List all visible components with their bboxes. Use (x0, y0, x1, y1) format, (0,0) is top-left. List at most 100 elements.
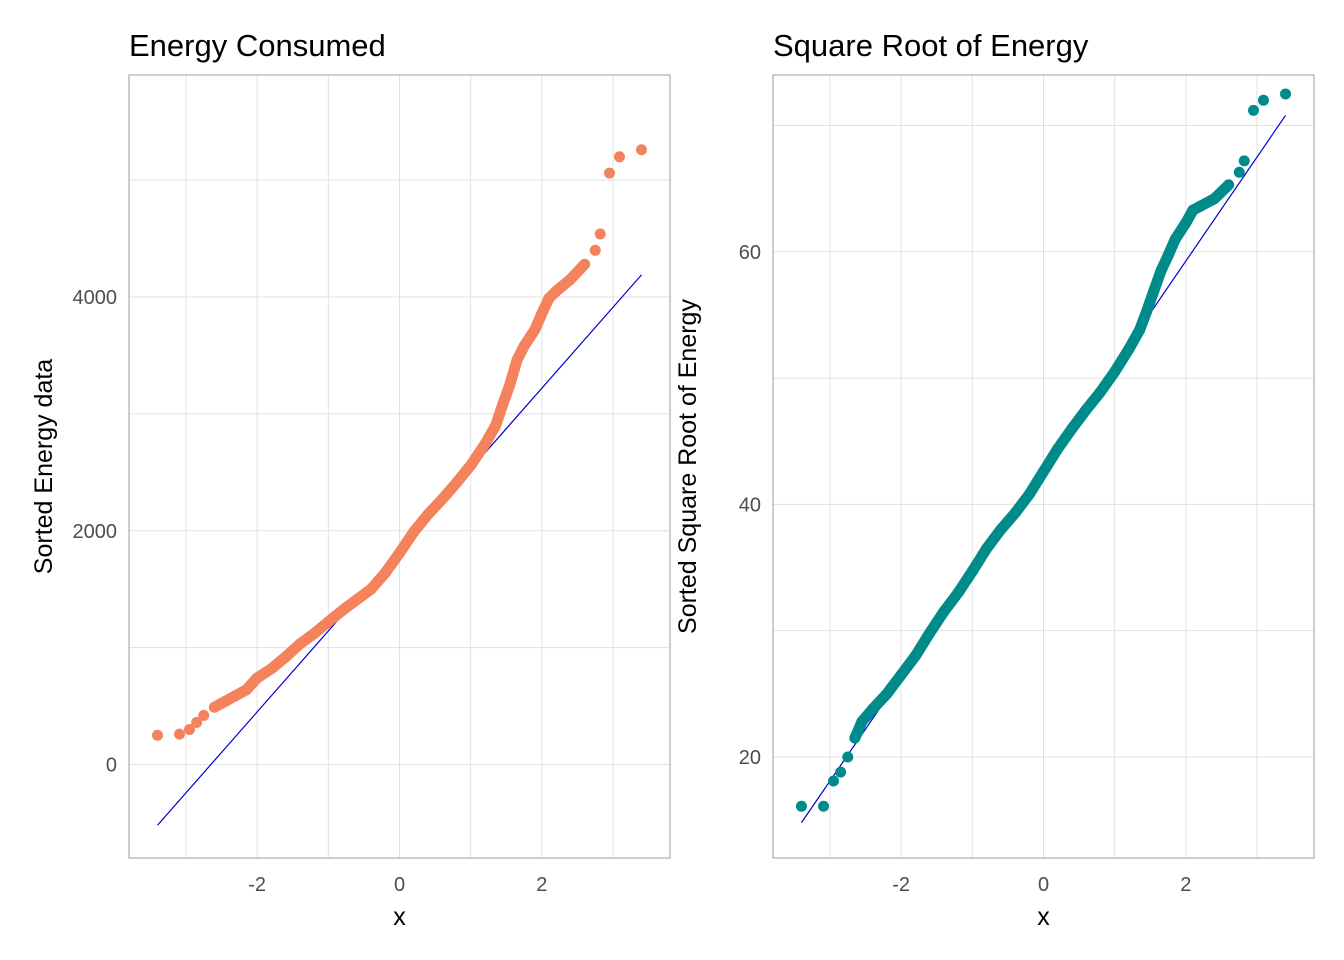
x-tick-label: 2 (1180, 874, 1191, 896)
tick-labels: -2 0 2 20 40 60 (739, 242, 1192, 896)
data-point (497, 399, 509, 411)
data-point (219, 695, 231, 707)
data-point (835, 766, 847, 778)
data-point (1162, 250, 1174, 262)
data-point (952, 587, 964, 599)
y-axis-label: Sorted Square Root of Energy (674, 299, 702, 634)
data-point (795, 800, 807, 812)
data-point (1233, 166, 1245, 178)
tick-labels: -2 0 2 0 2000 4000 (73, 287, 548, 896)
data-point (240, 684, 252, 696)
chart-title: Energy Consumed (129, 28, 386, 63)
data-point (1080, 404, 1092, 416)
data-point (408, 526, 420, 538)
data-point (337, 604, 349, 616)
x-tick-label: 2 (536, 874, 547, 896)
data-point (436, 493, 448, 505)
data-point (818, 800, 830, 812)
data-point (1155, 265, 1167, 277)
data-point (1257, 94, 1269, 106)
data-point (1134, 324, 1146, 336)
data-point (536, 307, 548, 319)
y-tick-label: 4000 (73, 287, 118, 309)
data-point (603, 167, 615, 179)
data-point (294, 638, 306, 650)
data-point (251, 672, 263, 684)
data-point (1194, 200, 1206, 212)
x-tick-label: -2 (248, 874, 266, 896)
data-point (1094, 386, 1106, 398)
data-point (174, 728, 186, 740)
y-tick-label: 0 (106, 755, 117, 777)
data-point (1238, 155, 1250, 167)
plot-area (128, 74, 671, 859)
data-point (550, 285, 562, 297)
data-point (184, 723, 196, 735)
data-point (1141, 305, 1153, 317)
data-point (924, 627, 936, 639)
data-point (1208, 193, 1220, 205)
x-tick-label: 0 (1038, 874, 1049, 896)
data-point (191, 716, 203, 728)
data-point (1123, 343, 1135, 355)
data-point (881, 688, 893, 700)
y-tick-label: 40 (739, 494, 761, 516)
y-tick-label: 60 (739, 242, 761, 264)
data-point (422, 508, 434, 520)
grid (129, 75, 670, 858)
data-point (1109, 366, 1121, 378)
data-point (856, 716, 868, 728)
data-point (895, 669, 907, 681)
data-point (594, 228, 606, 240)
data-points (151, 144, 648, 741)
data-point (208, 701, 220, 713)
data-point (379, 567, 391, 579)
data-point (579, 258, 591, 270)
data-point (543, 292, 555, 304)
data-point (394, 547, 405, 559)
x-axis-label: x (1037, 903, 1050, 931)
data-point (230, 690, 242, 702)
data-point (849, 732, 861, 744)
data-point (504, 379, 516, 391)
data-point (909, 650, 921, 662)
data-point (842, 751, 854, 763)
data-point (938, 606, 950, 618)
data-point (1247, 104, 1259, 116)
chart-title: Square Root of Energy (773, 28, 1089, 63)
data-point (981, 543, 993, 555)
data-point (1052, 443, 1064, 455)
data-point (1009, 507, 1021, 519)
y-tick-label: 20 (739, 747, 761, 769)
grid (773, 75, 1314, 858)
x-axis-label: x (393, 903, 406, 931)
data-point (828, 775, 840, 787)
data-point (1038, 466, 1049, 478)
plot-area (772, 74, 1315, 859)
data-point (966, 565, 978, 577)
data-point (1066, 423, 1078, 435)
data-point (613, 151, 625, 163)
data-point (198, 709, 210, 721)
data-points (795, 88, 1292, 812)
data-point (1223, 179, 1235, 191)
data-point (529, 324, 541, 336)
data-point (365, 583, 377, 595)
data-point (465, 459, 477, 471)
data-point (490, 420, 502, 432)
square-root-energy-panel: Square Root of Energy -2 0 2 20 40 60 x Sorte… (674, 28, 1315, 931)
data-point (479, 438, 491, 450)
data-point (308, 628, 320, 640)
energy-consumed-panel: Energy Consumed -2 0 2 0 2000 4000 x Sorted E… (30, 28, 671, 931)
y-tick-label: 2000 (73, 521, 118, 543)
x-tick-label: 0 (394, 874, 405, 896)
data-point (1023, 488, 1035, 500)
data-point (564, 274, 576, 286)
data-point (280, 651, 292, 663)
data-point (1169, 233, 1181, 245)
y-axis-label: Sorted Energy data (30, 359, 58, 575)
data-point (351, 594, 363, 606)
data-point (589, 244, 601, 256)
data-point (151, 729, 163, 741)
